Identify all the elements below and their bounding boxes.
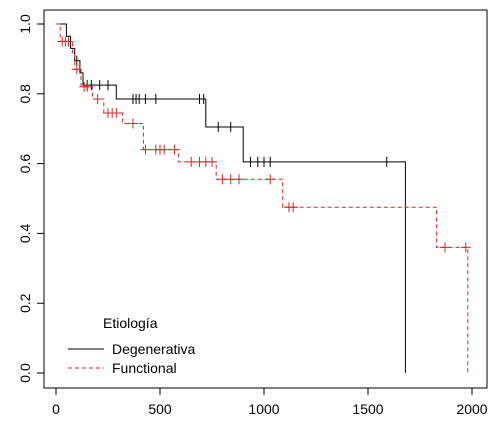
legend-label-functional: Functional	[112, 360, 177, 376]
legend-label-degenerativa: Degenerativa	[112, 341, 195, 357]
legend: Etiología Degenerativa Functional	[68, 315, 195, 376]
y-tick-label: 0.0	[17, 363, 33, 383]
censor-marks	[57, 36, 471, 253]
censor-mark-functional	[111, 107, 122, 118]
censor-mark-functional	[159, 144, 170, 155]
censor-mark-functional	[127, 118, 138, 129]
censor-mark-functional	[82, 81, 93, 92]
censor-mark-functional	[63, 36, 74, 47]
censor-mark-functional	[207, 156, 217, 167]
plot-box	[43, 9, 488, 389]
censor-mark-functional	[265, 174, 276, 185]
censor-mark-functional	[71, 64, 82, 75]
x-tick-label: 1500	[352, 401, 383, 417]
series-line-functional	[56, 23, 469, 373]
y-tick-label: 0.6	[17, 154, 33, 174]
censor-mark-functional	[460, 242, 471, 253]
censor-mark-functional	[288, 202, 299, 213]
legend-title: Etiología	[103, 315, 158, 331]
x-tick-label: 1000	[248, 401, 279, 417]
y-tick-label: 0.8	[17, 84, 33, 104]
x-tick-label: 2000	[456, 401, 487, 417]
censor-mark-functional	[234, 174, 245, 185]
axes: 0 500 1000 1500 2000 0.0 0.2 0.4 0.6 0.8 1.0	[17, 14, 488, 417]
x-tick-label: 0	[52, 401, 60, 417]
censor-mark-functional	[169, 144, 180, 155]
series-lines	[56, 23, 469, 373]
y-tick-label: 1.0	[17, 14, 33, 34]
y-tick-label: 0.4	[17, 223, 33, 243]
censor-mark-functional	[92, 94, 103, 105]
censor-mark-functional	[140, 144, 151, 155]
y-tick-label: 0.2	[17, 293, 33, 313]
x-tick-label: 500	[148, 401, 172, 417]
series-line-degenerativa	[56, 23, 406, 373]
censor-mark-functional	[439, 242, 450, 253]
